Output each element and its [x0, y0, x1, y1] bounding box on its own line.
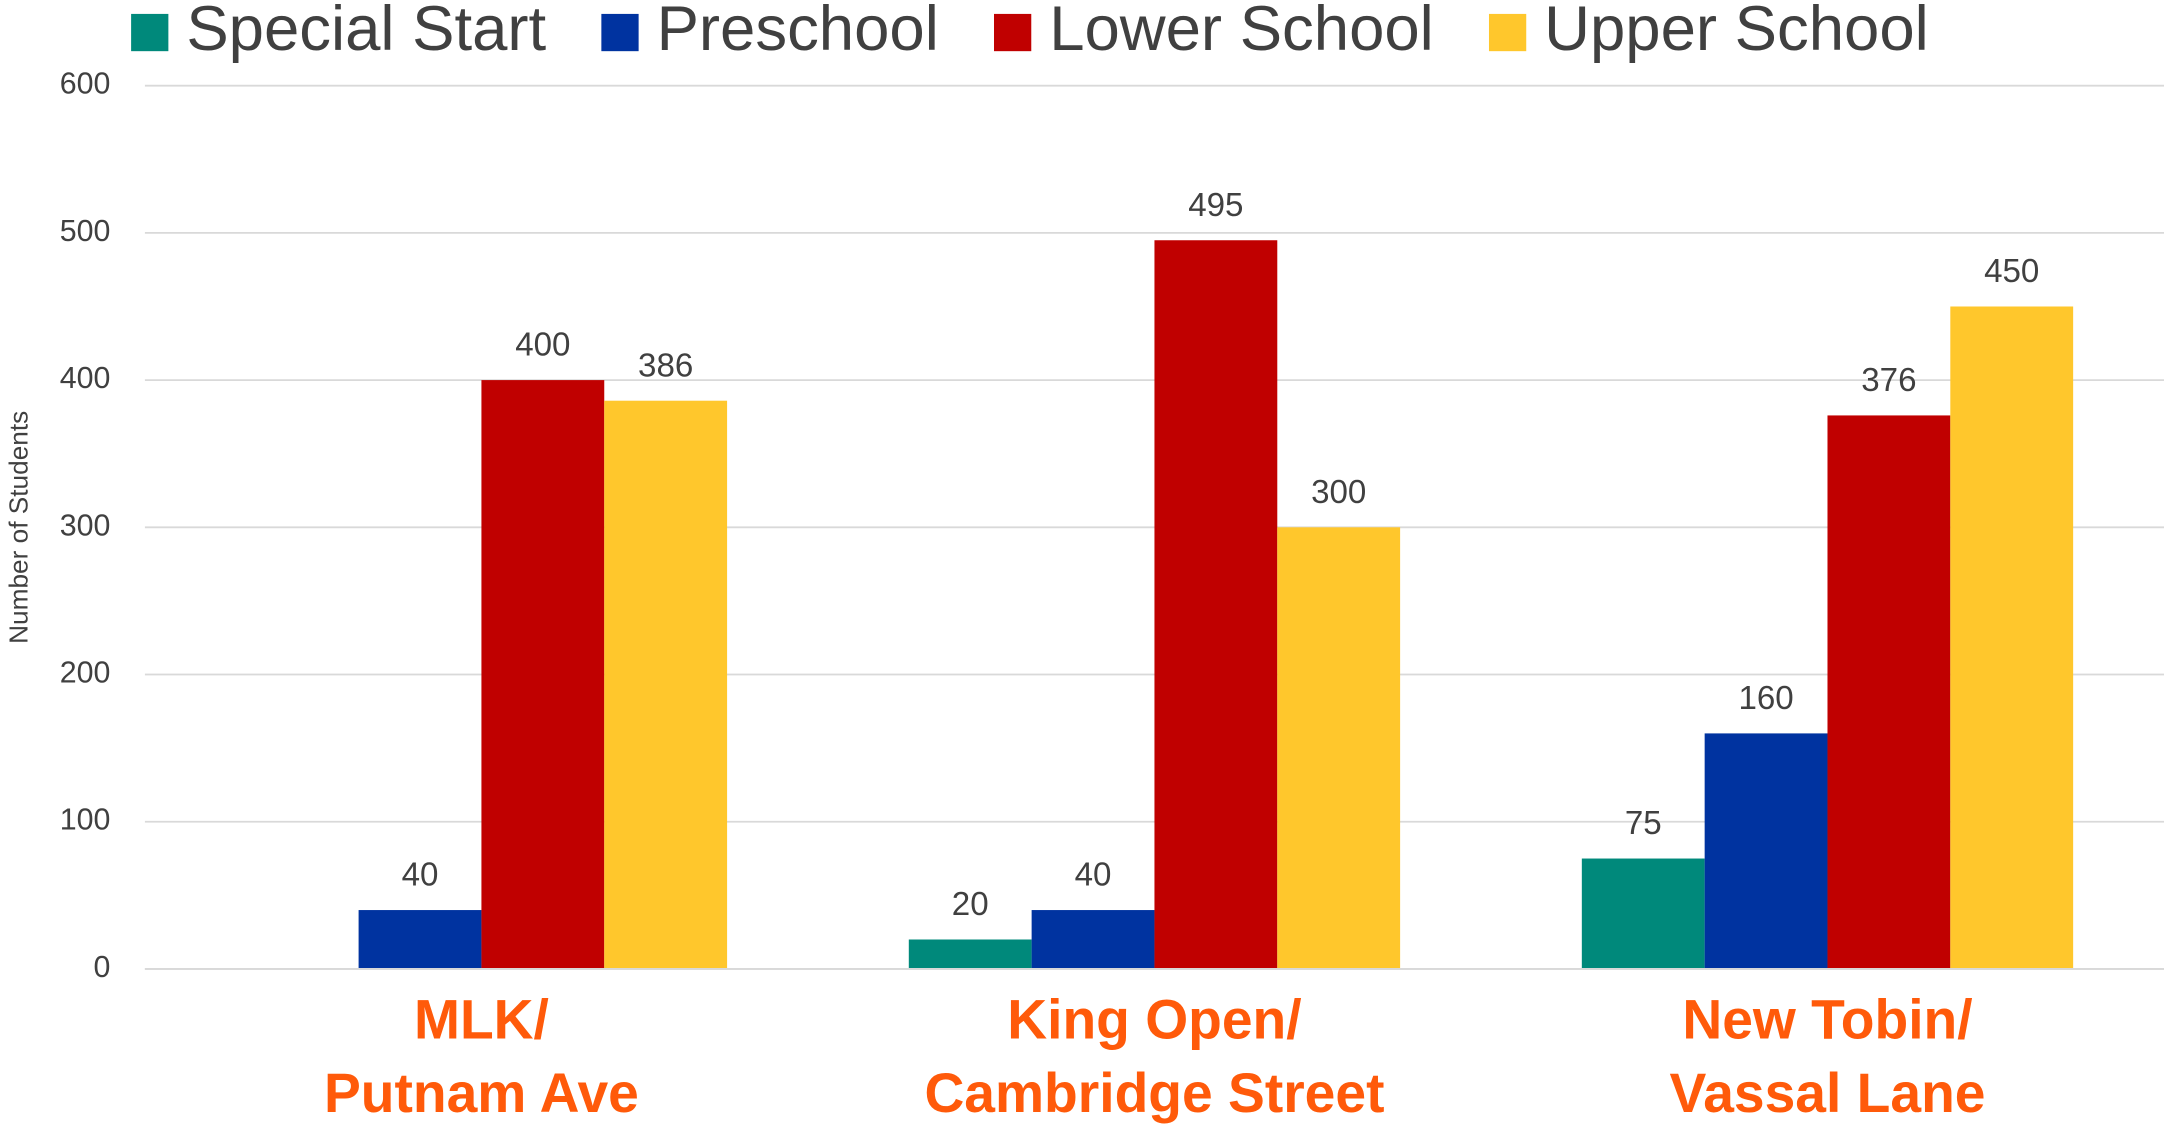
x-tick-label: Vassal Lane [1669, 1062, 1985, 1124]
bar [908, 939, 1032, 969]
data-label: 160 [1738, 680, 1793, 717]
data-label: 450 [1984, 253, 2039, 290]
y-tick-label: 200 [60, 657, 111, 690]
bar [481, 380, 605, 969]
data-label: 20 [952, 886, 989, 923]
legend-label: Upper School [1544, 0, 1929, 64]
x-tick-label: Putnam Ave [324, 1062, 639, 1124]
data-label: 40 [402, 857, 439, 894]
y-tick-label: 100 [60, 804, 111, 837]
x-tick-label: Cambridge Street [924, 1062, 1384, 1124]
bar [1031, 910, 1155, 969]
legend-swatch [994, 13, 1032, 52]
bar [1277, 527, 1401, 969]
y-tick-label: 300 [60, 509, 111, 542]
legend-label: Lower School [1049, 0, 1434, 64]
bar [1827, 415, 1951, 969]
x-tick-label: MLK/ [414, 989, 549, 1051]
y-tick-label: 600 [60, 68, 111, 101]
bar [1950, 306, 2074, 969]
y-tick-label: 0 [94, 951, 111, 984]
y-tick-label: 400 [60, 362, 111, 395]
data-label: 40 [1075, 857, 1112, 894]
y-tick-label: 500 [60, 215, 111, 248]
bar [1581, 858, 1705, 969]
legend-swatch [131, 13, 169, 52]
data-label: 400 [515, 327, 570, 364]
bar [358, 910, 482, 969]
legend-label: Preschool [657, 0, 939, 64]
y-axis-title: Number of Students [4, 411, 34, 644]
data-label: 75 [1625, 805, 1662, 842]
data-label: 300 [1311, 474, 1366, 511]
data-label: 376 [1861, 362, 1916, 399]
bar [604, 400, 728, 969]
legend-swatch [601, 13, 639, 52]
legend-label: Special Start [186, 0, 546, 64]
bar [1154, 240, 1278, 969]
legend-swatch [1488, 13, 1527, 52]
data-label: 386 [638, 347, 693, 384]
bar [1704, 733, 1828, 969]
data-label: 495 [1188, 187, 1243, 224]
x-tick-label: New Tobin/ [1682, 989, 1972, 1051]
x-tick-label: King Open/ [1007, 989, 1301, 1051]
